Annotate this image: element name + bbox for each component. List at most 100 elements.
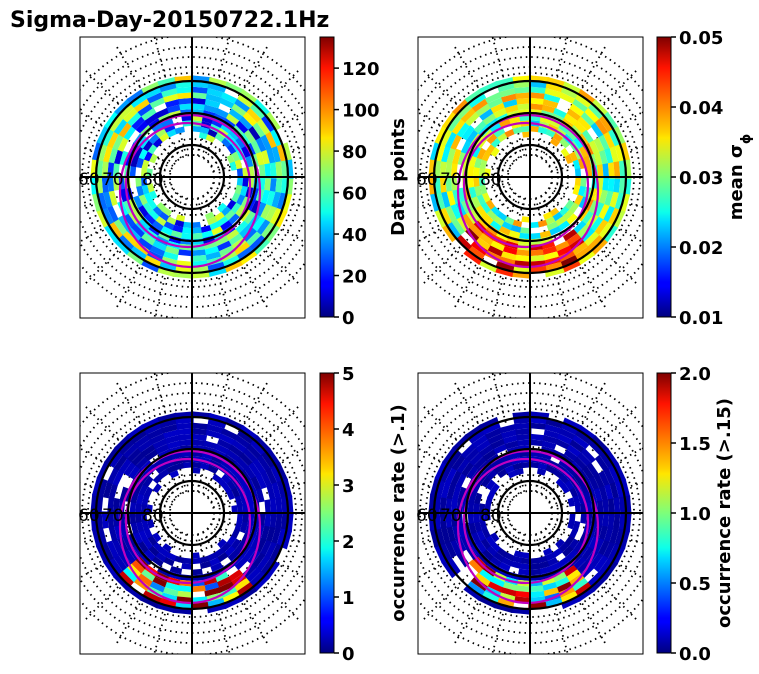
data-cell — [576, 560, 591, 575]
data-cell — [118, 121, 133, 138]
data-cell — [163, 245, 180, 255]
data-cell — [155, 266, 176, 278]
data-cell — [555, 438, 571, 450]
data-cell — [557, 250, 576, 263]
data-cell — [112, 218, 128, 236]
data-cell — [140, 503, 148, 513]
data-cell — [439, 175, 447, 193]
data-cell — [130, 490, 139, 504]
data-cell — [133, 480, 144, 494]
data-cell — [112, 133, 125, 150]
data-cell — [485, 209, 498, 221]
data-cell — [127, 111, 143, 127]
data-cell — [252, 574, 270, 592]
data-cell — [234, 541, 247, 554]
data-cell — [569, 487, 579, 499]
data-cell — [508, 115, 522, 124]
data-cell — [452, 434, 470, 452]
data-cell — [147, 535, 158, 546]
oval-boundary-inner — [462, 121, 590, 249]
data-cell — [147, 199, 158, 210]
ring-label-60: 60 — [416, 506, 438, 526]
data-cell — [566, 129, 579, 142]
data-cell — [487, 432, 505, 445]
data-cell — [130, 521, 139, 535]
data-cell — [206, 423, 225, 434]
data-cell — [132, 531, 143, 545]
data-cell — [478, 512, 486, 522]
data-cell — [129, 165, 137, 177]
data-cell — [228, 444, 244, 458]
data-cell — [602, 206, 615, 224]
data-cell — [162, 220, 175, 231]
data-cell — [582, 129, 595, 145]
data-cell — [574, 177, 582, 187]
data-cell — [579, 145, 590, 159]
data-cell — [175, 214, 186, 222]
data-cell — [207, 128, 219, 138]
data-cell — [141, 80, 161, 94]
data-cell — [211, 454, 225, 465]
colorbar-tick-label: 80 — [342, 142, 367, 163]
data-cell — [487, 96, 505, 109]
data-cell — [467, 501, 475, 513]
ring-label-70: 70 — [102, 506, 124, 526]
data-cell — [191, 227, 202, 234]
data-cell — [91, 476, 103, 497]
data-cell — [178, 97, 194, 105]
data-cell — [486, 244, 503, 257]
ring-label-70: 70 — [440, 506, 462, 526]
data-cell — [580, 112, 596, 128]
data-cell — [461, 461, 475, 477]
data-cell — [580, 177, 587, 188]
data-cell — [205, 134, 216, 143]
data-cell — [543, 93, 561, 104]
data-cell — [456, 102, 474, 119]
data-cell — [144, 86, 163, 99]
data-cell — [237, 93, 255, 109]
data-cell — [433, 544, 447, 564]
data-cell — [275, 513, 283, 531]
data-cell — [544, 261, 563, 272]
data-cell — [123, 461, 137, 477]
data-cell — [486, 468, 498, 481]
data-cell — [264, 163, 272, 179]
data-cell — [207, 267, 227, 278]
data-cell — [593, 137, 605, 154]
data-cell — [588, 140, 600, 155]
data-cell — [608, 465, 621, 484]
data-cell — [140, 176, 148, 186]
data-cell — [477, 595, 498, 609]
data-cell — [206, 597, 225, 608]
data-cell — [101, 206, 114, 225]
data-cell — [229, 161, 238, 171]
data-cell — [504, 104, 520, 114]
data-cell — [484, 168, 491, 177]
data-cell — [191, 221, 201, 229]
data-cell — [107, 130, 120, 148]
colorbar-tick-label: 0.04 — [679, 98, 723, 119]
data-cell — [135, 119, 150, 134]
data-cell — [219, 220, 233, 232]
data-cell — [192, 433, 208, 441]
data-cell — [206, 216, 218, 226]
data-cell — [250, 439, 267, 457]
data-cell — [96, 124, 110, 145]
data-cell — [228, 108, 244, 122]
data-cell — [130, 223, 145, 238]
data-cell — [269, 162, 277, 179]
data-cell — [181, 563, 192, 570]
data-cell — [259, 540, 272, 557]
data-cell — [236, 504, 244, 514]
data-cell — [468, 521, 477, 535]
data-cell — [163, 581, 180, 591]
data-cell — [613, 161, 621, 179]
data-cell — [155, 107, 170, 119]
data-cell — [235, 582, 254, 597]
data-cell — [599, 149, 609, 166]
data-cell — [522, 131, 531, 138]
data-cell — [429, 528, 440, 548]
data-cell — [121, 230, 138, 247]
data-cell — [256, 454, 272, 472]
data-cell — [231, 487, 241, 499]
